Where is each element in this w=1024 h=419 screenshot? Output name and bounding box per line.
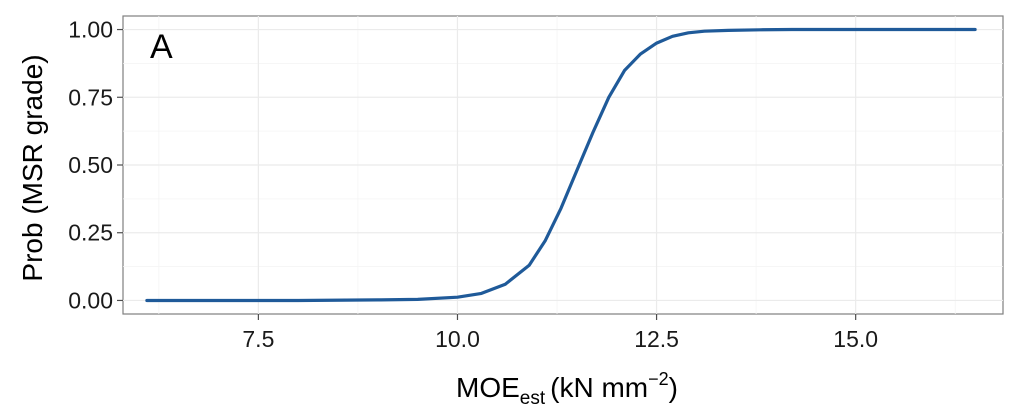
y-axis-title: Prob (MSR grade) <box>17 54 48 281</box>
y-tick-label: 0.00 <box>68 287 113 313</box>
x-axis-title-exponent: −2 <box>648 369 669 389</box>
series-group <box>145 27 977 303</box>
x-axis-title-unit: (kN mm <box>550 372 648 403</box>
x-tick-label: 10.0 <box>435 326 480 352</box>
axes-group: 7.5 10.0 12.5 15.0 0.00 0.25 0.50 0.75 1.00 <box>68 17 878 352</box>
x-axis-title: MOEest (kN mm−2) <box>456 369 678 409</box>
x-tick-label: 7.5 <box>242 326 274 352</box>
y-tick-label: 0.50 <box>68 152 113 178</box>
x-axis-title-subscript: est <box>520 388 546 409</box>
y-tick-label: 0.25 <box>68 220 113 246</box>
x-tick-label: 12.5 <box>634 326 679 352</box>
panel-label: A <box>150 28 173 66</box>
y-tick-label: 1.00 <box>68 17 113 43</box>
series-line <box>145 27 977 303</box>
x-axis-title-close: ) <box>669 372 678 403</box>
y-tick-label: 0.75 <box>68 84 113 110</box>
x-tick-label: 15.0 <box>833 326 878 352</box>
x-axis-title-main: MOE <box>456 372 520 403</box>
